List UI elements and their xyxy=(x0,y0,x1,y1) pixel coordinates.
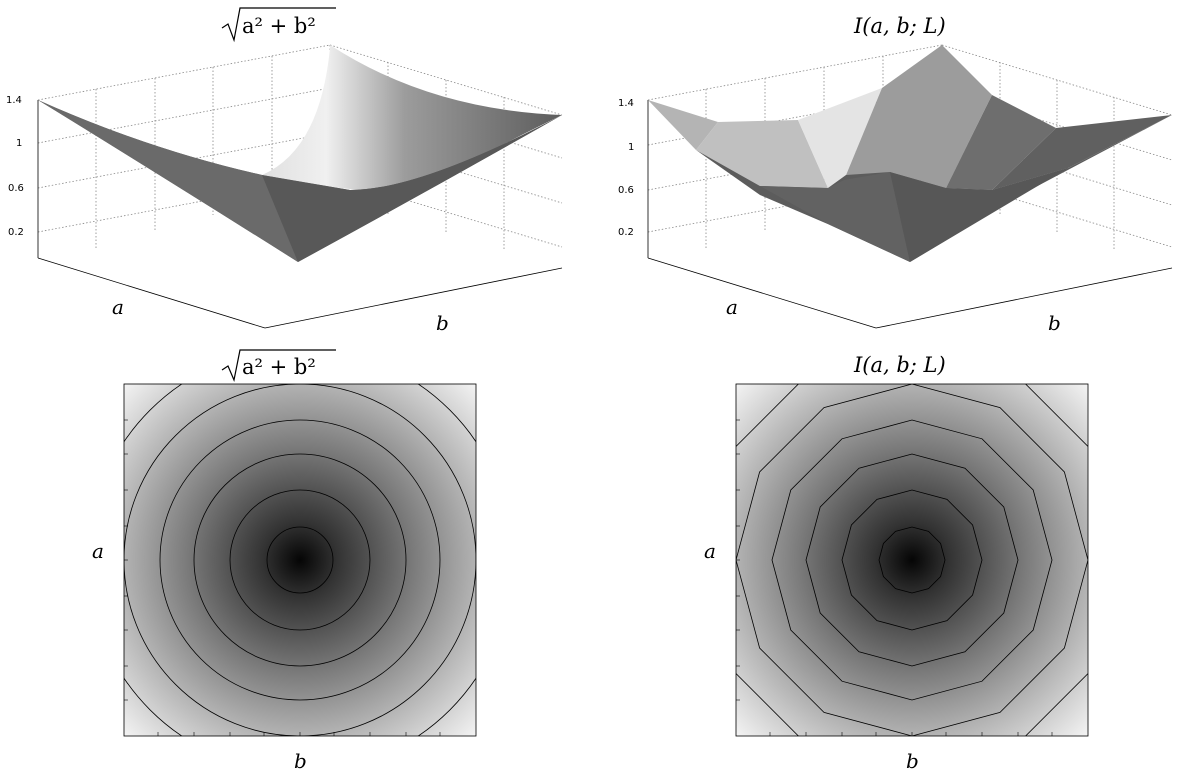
contour-lines xyxy=(124,384,476,736)
contour-I-svg: a b I(a, b; L) xyxy=(704,353,1089,773)
surface-front-right xyxy=(262,115,562,262)
chart-title: I(a, b; L) xyxy=(853,14,946,38)
ticks xyxy=(124,419,441,736)
ticks xyxy=(736,419,1053,736)
ztick: 1 xyxy=(16,138,22,149)
heatmap-field xyxy=(736,384,1088,736)
axis-label-b: b xyxy=(1048,311,1061,335)
axis-label-b: b xyxy=(294,749,307,773)
ztick: 0.6 xyxy=(8,183,24,194)
faceted-surface xyxy=(648,45,1172,262)
contour-polygon xyxy=(736,384,1088,736)
surface-sqrt-svg: 1.4 1 0.6 0.2 a b a² + b² xyxy=(6,7,563,335)
title-text: a² + b² xyxy=(242,14,316,38)
axis-label-a: a xyxy=(112,295,124,319)
contour-polygon xyxy=(805,453,1019,667)
ztick: 1.4 xyxy=(618,98,634,109)
ztick: 0.6 xyxy=(618,185,634,196)
contour-sqrt-svg: a b a² + b² xyxy=(92,349,477,773)
chart-title: a² + b² xyxy=(221,7,336,43)
surface-back xyxy=(38,45,562,191)
title-text: a² + b² xyxy=(242,355,316,379)
axes-frame xyxy=(647,100,1173,329)
chart-title: a² + b² xyxy=(221,349,336,383)
heatmap-field xyxy=(124,384,476,736)
contour-polygon xyxy=(878,526,946,594)
axes-frame xyxy=(37,100,563,329)
axis-label-a: a xyxy=(726,295,738,319)
contour-plot-sqrt: a b a² + b² xyxy=(0,340,600,778)
axis-label-b: b xyxy=(436,311,449,335)
contour-polygon xyxy=(841,489,983,631)
ztick: 1.4 xyxy=(6,95,22,106)
surface-I-svg: 1.4 1 0.6 0.2 a b I(a, b; L) xyxy=(618,14,1173,335)
axis-label-b: b xyxy=(906,749,919,773)
contour-polygon xyxy=(771,419,1053,701)
ztick: 1 xyxy=(628,142,634,153)
surface-plot-sqrt: 1.4 1 0.6 0.2 a b a² + b² xyxy=(0,0,600,340)
axis-label-a: a xyxy=(92,539,104,563)
ztick: 0.2 xyxy=(8,227,24,238)
surface-front-left xyxy=(38,100,298,262)
contour-lines xyxy=(736,384,1088,736)
ztick: 0.2 xyxy=(618,227,634,238)
chart-title: I(a, b; L) xyxy=(853,353,946,377)
axis-label-a: a xyxy=(704,539,716,563)
contour-plot-I: a b I(a, b; L) xyxy=(600,340,1200,778)
surface-plot-I: 1.4 1 0.6 0.2 a b I(a, b; L) xyxy=(600,0,1200,340)
